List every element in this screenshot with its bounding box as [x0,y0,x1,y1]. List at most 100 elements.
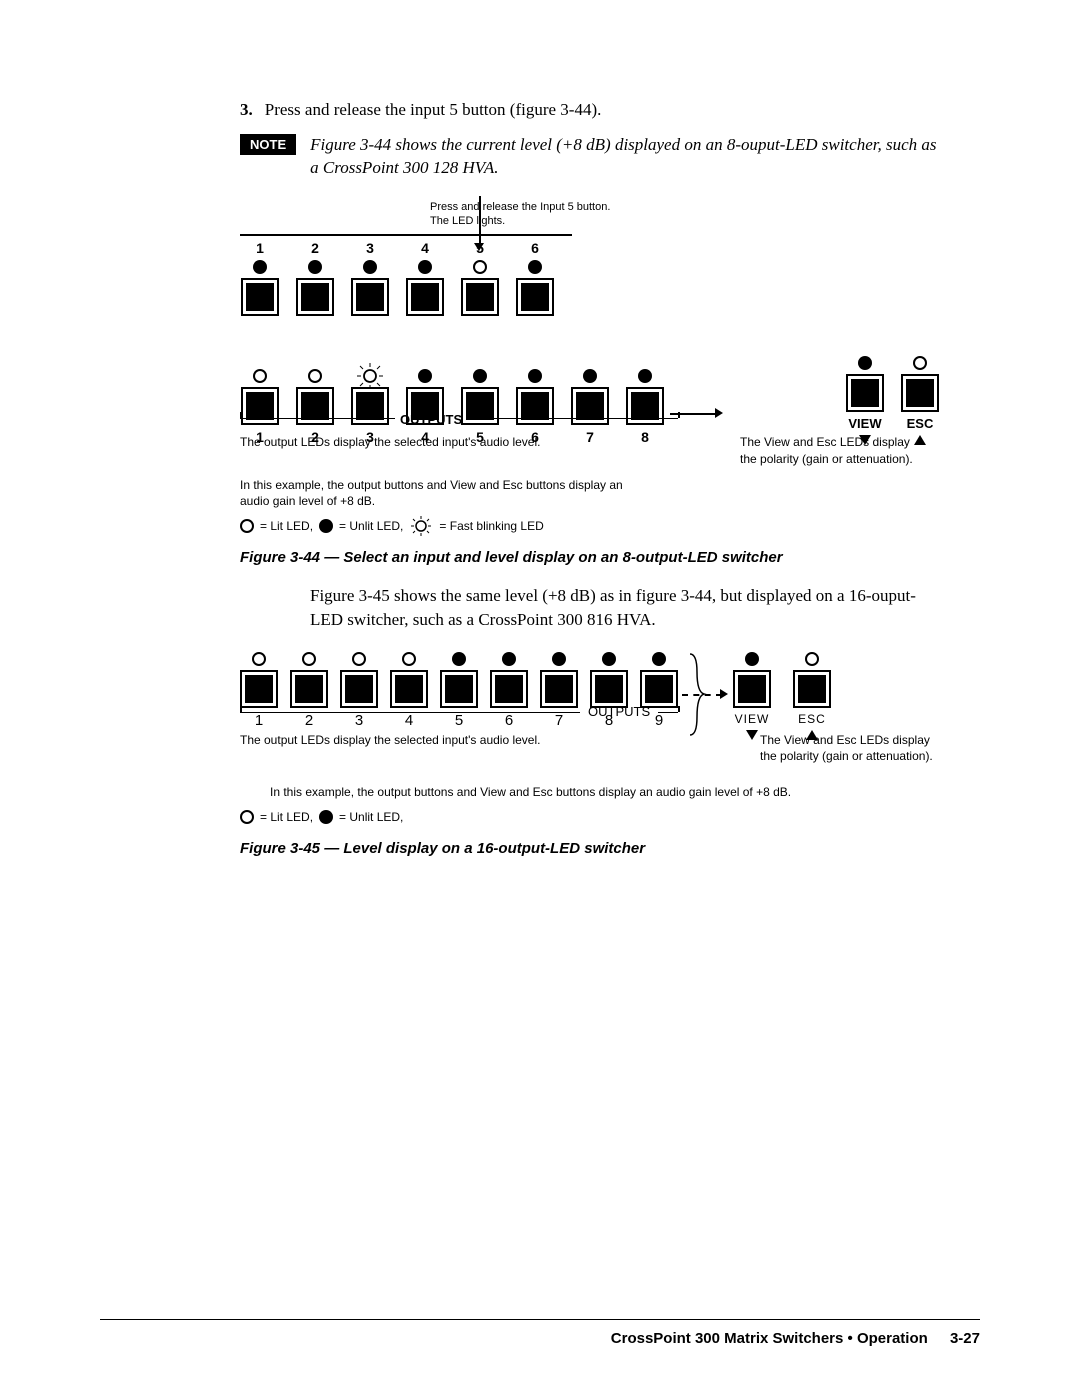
led-lit [352,652,366,666]
led-unlit [363,260,377,274]
legend-unlit-led [319,810,333,824]
input-button[interactable] [406,278,444,316]
output-button[interactable] [590,670,628,708]
output-button[interactable] [240,670,278,708]
arrow-up-icon [914,435,926,445]
input-button[interactable] [351,278,389,316]
step-text: Press and release the input 5 button (fi… [265,100,602,120]
output-number: 5 [476,429,484,445]
legend-lit-text: = Lit LED, [260,810,313,824]
led-unlit [452,652,466,666]
arrow-down-icon [859,435,871,445]
led-lit [302,652,316,666]
input-button[interactable] [516,278,554,316]
input-number: 1 [256,240,264,256]
led-unlit [502,652,516,666]
step-3: 3. Press and release the input 5 button … [240,100,940,120]
legend-unlit-text: = Unlit LED, [339,519,403,533]
esc-button[interactable] [901,374,939,412]
output-button[interactable] [440,670,478,708]
output-button[interactable] [640,670,678,708]
output-number: 7 [586,429,594,445]
led-blinking [363,369,377,383]
output-button[interactable] [540,670,578,708]
output-col: 3 [350,369,390,445]
legend-unlit-led [319,519,333,533]
led-unlit [652,652,666,666]
legend-row-2: = Lit LED, = Unlit LED, [240,810,940,824]
led-unlit [745,652,759,666]
legend-row-1: = Lit LED, = Unlit LED, = Fast blinking … [240,519,940,533]
input-number: 2 [311,240,319,256]
footer-text: CrossPoint 300 Matrix Switchers • Operat… [611,1330,928,1347]
input-col: 1 [240,240,280,316]
paragraph-2: Figure 3-45 shows the same level (+8 dB)… [310,584,940,632]
view-button[interactable] [733,670,771,708]
output-button[interactable] [290,670,328,708]
esc-label: ESC [798,712,826,726]
view-button[interactable] [846,374,884,412]
diag1-instr1: Press and release the Input 5 button. [430,200,940,214]
input-number: 3 [366,240,374,256]
led-lit [913,356,927,370]
input-col: 3 [350,240,390,316]
legend-blink-text: = Fast blinking LED [439,519,543,533]
outputs-label: OUTPUTS [400,412,462,427]
output-number: 6 [531,429,539,445]
output-col: 1 [240,369,280,445]
led-unlit [638,369,652,383]
output-number: 1 [256,429,264,445]
output-number: 8 [641,429,649,445]
figure-3-44-caption: Figure 3-44 — Select an input and level … [240,549,940,566]
led-unlit [308,260,322,274]
diag2-example-note: In this example, the output buttons and … [270,784,940,800]
view-label: VIEW [735,712,770,726]
input-col: 4 [405,240,445,316]
output-number: 3 [366,429,374,445]
output-col: 4 [405,369,445,445]
led-lit [402,652,416,666]
diag1-instr2: The LED lights. [430,214,940,228]
led-lit [253,369,267,383]
output-button[interactable] [390,670,428,708]
diag1-viewesc-note2: the polarity (gain or attenuation). [740,451,940,467]
led-unlit [418,369,432,383]
step-number: 3 [240,100,249,119]
input-col: 6 [515,240,555,316]
diag1-example-note: In this example, the output buttons and … [240,477,640,509]
input-button[interactable] [461,278,499,316]
led-unlit [528,369,542,383]
led-unlit [418,260,432,274]
view-label: VIEW [848,416,881,431]
footer: CrossPoint 300 Matrix Switchers • Operat… [100,1319,980,1347]
legend-lit-led [240,519,254,533]
figure-3-44: Press and release the Input 5 button. Th… [240,200,940,533]
output-col: 8 [625,369,665,445]
led-unlit [583,369,597,383]
output-button[interactable] [490,670,528,708]
figure-3-45-caption: Figure 3-45 — Level display on a 16-outp… [240,840,940,857]
output-button[interactable] [340,670,378,708]
led-unlit [528,260,542,274]
led-unlit [602,652,616,666]
input-col: 2 [295,240,335,316]
page-number: 3-27 [950,1330,980,1347]
led-lit [805,652,819,666]
figure-3-45: 1 2 3 4 5 6 7 [240,652,940,825]
output-number: 2 [311,429,319,445]
led-unlit [552,652,566,666]
input-button[interactable] [241,278,279,316]
led-lit [252,652,266,666]
note-text: Figure 3-44 shows the current level (+8 … [310,134,940,180]
arrow-up-icon [806,730,818,740]
led-unlit [253,260,267,274]
led-lit [308,369,322,383]
input-number: 6 [531,240,539,256]
esc-button[interactable] [793,670,831,708]
output-col: 5 [460,369,500,445]
outputs-label: OUTPUTS [588,704,650,719]
output-col: 6 [515,369,555,445]
input-col: 5 [460,240,500,316]
led-unlit [858,356,872,370]
input-button[interactable] [296,278,334,316]
